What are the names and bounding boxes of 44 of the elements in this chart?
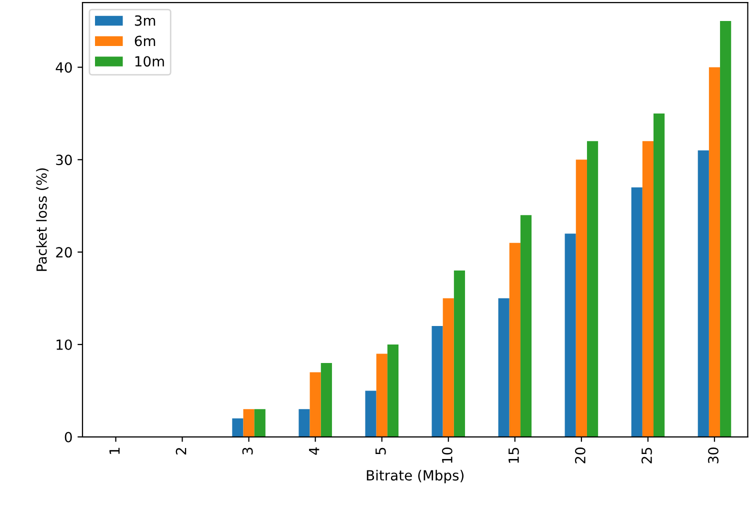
y-tick-label: 0 [64, 432, 72, 442]
x-tick-label: 30 [708, 448, 719, 464]
bar [564, 234, 576, 437]
bar [576, 160, 587, 437]
x-axis-title: Bitrate (Mbps) [366, 470, 464, 484]
bar [310, 372, 321, 437]
bar [698, 150, 709, 437]
y-tick-label: 30 [56, 154, 72, 166]
bar [442, 298, 454, 437]
bar [654, 113, 665, 437]
y-tick-label: 20 [56, 247, 72, 258]
x-tick-label: 15 [508, 448, 519, 463]
bar [320, 362, 332, 437]
x-tick-label: 10 [442, 448, 452, 463]
bar [498, 298, 510, 437]
y-axis-title: Packet loss (%) [36, 168, 48, 271]
x-tick-label: 1 [109, 448, 120, 454]
bar [509, 242, 520, 437]
bar [298, 409, 310, 437]
bar [243, 409, 254, 437]
bar [232, 418, 244, 437]
bar [432, 326, 443, 437]
bar [365, 390, 376, 437]
x-tick-label: 4 [309, 447, 320, 455]
y-tick-label: 10 [56, 339, 72, 350]
bar [720, 21, 732, 437]
x-tick-label: 3 [242, 448, 253, 454]
bar [387, 344, 398, 437]
bar [454, 270, 466, 437]
legend-label: 6m [134, 36, 156, 46]
y-tick-label: 40 [56, 62, 72, 73]
x-tick-label: 25 [641, 448, 652, 464]
x-tick-label: 2 [176, 448, 186, 454]
legend-label: 10m [135, 56, 164, 67]
bar [586, 141, 598, 437]
bar [631, 187, 642, 437]
bar [708, 67, 720, 437]
bar [376, 354, 388, 437]
bar [642, 141, 654, 437]
x-tick-label: 5 [376, 448, 386, 454]
bar [254, 409, 266, 437]
legend-label: 3m [134, 15, 156, 26]
x-tick-label: 20 [574, 448, 586, 464]
bar [520, 215, 532, 437]
